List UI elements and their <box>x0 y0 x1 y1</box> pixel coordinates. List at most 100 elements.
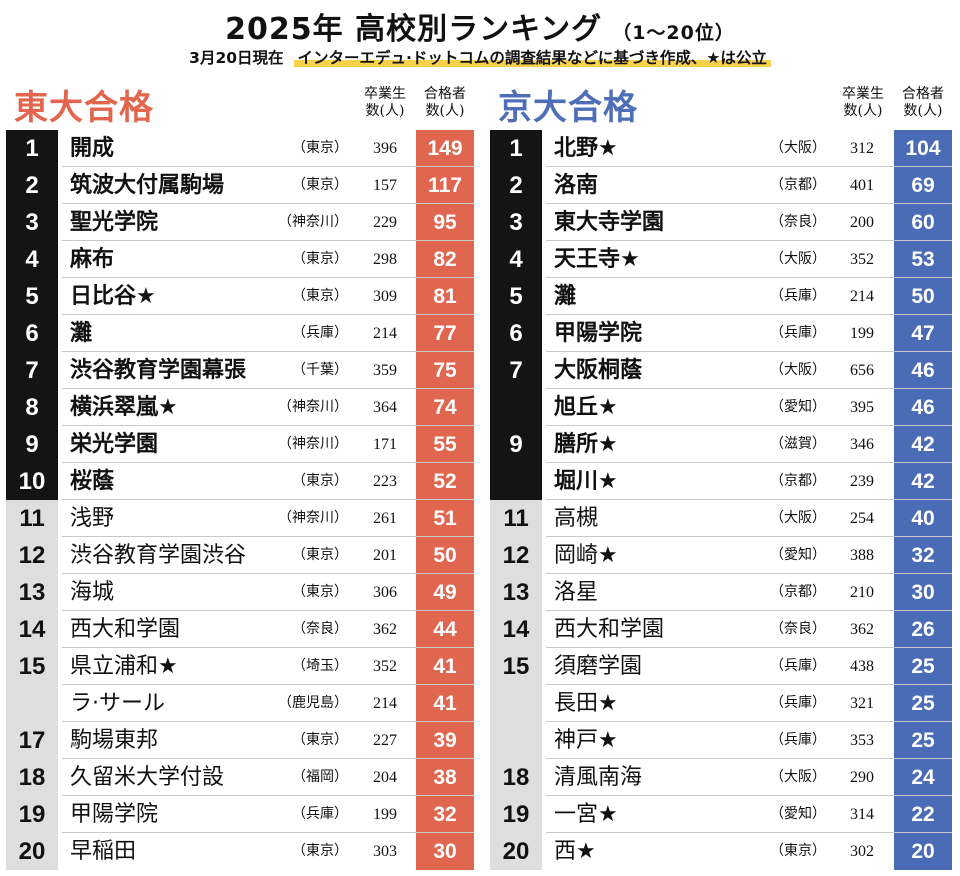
graduates-count: 352 <box>373 658 397 675</box>
prefecture: （鹿児島） <box>278 695 348 711</box>
school-name: 堀川★ <box>554 469 618 494</box>
passers-count: 32 <box>416 796 474 833</box>
rank-cell: 4 <box>6 241 58 278</box>
rank-cell: 19 <box>6 796 58 833</box>
table-row: 4 麻布 （東京） 298 82 <box>6 241 474 278</box>
table-row: 13 洛星 （京都） 210 30 <box>490 574 952 611</box>
passers-column-header: 合格者 数(人) <box>902 86 944 119</box>
graduates-count: 254 <box>850 510 874 527</box>
rank-cell: 13 <box>6 574 58 611</box>
page-title: 2025年 高校別ランキング （1～20位） <box>0 4 960 48</box>
table-row: 長田★ （兵庫） 321 25 <box>490 685 952 722</box>
prefecture: （東京） <box>292 584 348 600</box>
passers-count: 50 <box>894 278 952 315</box>
passers-count: 117 <box>416 167 474 204</box>
school-name: 灘 <box>554 284 577 309</box>
passers-count: 69 <box>894 167 952 204</box>
passers-count: 51 <box>416 500 474 537</box>
todai-rows: 1 開成 （東京） 396 149 2 筑波大付属駒場 （東京） 157 117 3 聖光学院 （神奈川… <box>6 130 474 870</box>
table-row: 20 早稲田 （東京） 303 30 <box>6 833 474 870</box>
prefecture: （大阪） <box>770 510 826 526</box>
passers-count: 95 <box>416 204 474 241</box>
passers-count: 39 <box>416 722 474 759</box>
school-name: 一宮★ <box>554 802 618 827</box>
table-row: 14 西大和学園 （奈良） 362 26 <box>490 611 952 648</box>
table-row: 10 桜蔭 （東京） 223 52 <box>6 463 474 500</box>
rank-cell: 14 <box>490 611 542 648</box>
school-name: 北野★ <box>554 136 618 161</box>
table-row: 神戸★ （兵庫） 353 25 <box>490 722 952 759</box>
rank-cell: 4 <box>490 241 542 278</box>
table-row: 7 大阪桐蔭 （大阪） 656 46 <box>490 352 952 389</box>
table-row: 1 北野★ （大阪） 312 104 <box>490 130 952 167</box>
rank-cell: 11 <box>6 500 58 537</box>
kyodai-table-header: 京大合格 卒業生 数(人) 合格者 数(人) <box>490 80 952 130</box>
kyodai-heading: 京大合格 <box>498 88 638 128</box>
passers-count: 104 <box>894 130 952 167</box>
passers-count: 46 <box>894 389 952 426</box>
rank-cell: 6 <box>490 315 542 352</box>
prefecture: （東京） <box>292 547 348 563</box>
prefecture: （東京） <box>292 140 348 156</box>
passers-count: 38 <box>416 759 474 796</box>
passers-count: 42 <box>894 426 952 463</box>
prefecture: （京都） <box>770 177 826 193</box>
prefecture: （兵庫） <box>292 806 348 822</box>
table-row: 18 久留米大学付設 （福岡） 204 38 <box>6 759 474 796</box>
graduates-column-header: 卒業生 数(人) <box>842 86 884 119</box>
passers-count: 22 <box>894 796 952 833</box>
prefecture: （東京） <box>292 473 348 489</box>
prefecture: （神奈川） <box>278 510 348 526</box>
table-row: 6 甲陽学院 （兵庫） 199 47 <box>490 315 952 352</box>
graduates-count: 201 <box>373 547 397 564</box>
passers-count: 44 <box>416 611 474 648</box>
prefecture: （東京） <box>292 288 348 304</box>
table-row: 8 横浜翠嵐★ （神奈川） 364 74 <box>6 389 474 426</box>
rank-cell: 10 <box>6 463 58 500</box>
passers-count: 41 <box>416 648 474 685</box>
todai-heading: 東大合格 <box>14 88 154 128</box>
passers-count: 77 <box>416 315 474 352</box>
rank-cell <box>490 389 542 426</box>
table-row: 12 渋谷教育学園渋谷 （東京） 201 50 <box>6 537 474 574</box>
prefecture: （兵庫） <box>770 325 826 341</box>
graduates-count: 157 <box>373 177 397 194</box>
passers-count: 41 <box>416 685 474 722</box>
graduates-count: 438 <box>850 658 874 675</box>
prefecture: （愛知） <box>770 399 826 415</box>
rank-cell: 6 <box>6 315 58 352</box>
title-text: 2025年 高校別ランキング <box>225 12 603 47</box>
passers-count: 32 <box>894 537 952 574</box>
graduates-count: 314 <box>850 806 874 823</box>
prefecture: （愛知） <box>770 547 826 563</box>
table-row: 18 清風南海 （大阪） 290 24 <box>490 759 952 796</box>
graduates-count: 214 <box>850 288 874 305</box>
rank-cell: 14 <box>6 611 58 648</box>
table-row: 2 筑波大付属駒場 （東京） 157 117 <box>6 167 474 204</box>
school-name: 須磨学園 <box>554 654 643 679</box>
passers-count: 42 <box>894 463 952 500</box>
rank-cell: 9 <box>6 426 58 463</box>
rank-cell: 1 <box>490 130 542 167</box>
rank-cell: 15 <box>490 648 542 685</box>
rank-cell: 8 <box>6 389 58 426</box>
prefecture: （愛知） <box>770 806 826 822</box>
graduates-count: 388 <box>850 547 874 564</box>
school-name: 天王寺★ <box>554 247 640 272</box>
passers-count: 82 <box>416 241 474 278</box>
rank-cell: 7 <box>490 352 542 389</box>
prefecture: （東京） <box>292 251 348 267</box>
school-name: 西大和学園 <box>554 617 665 642</box>
rank-cell: 15 <box>6 648 58 685</box>
prefecture: （東京） <box>292 732 348 748</box>
graduates-count: 302 <box>850 843 874 860</box>
rank-cell: 13 <box>490 574 542 611</box>
rank-cell: 5 <box>6 278 58 315</box>
table-row: 15 県立浦和★ （埼玉） 352 41 <box>6 648 474 685</box>
prefecture: （京都） <box>770 473 826 489</box>
rank-cell: 3 <box>6 204 58 241</box>
graduates-count: 214 <box>373 325 397 342</box>
school-name: 甲陽学院 <box>554 321 643 346</box>
title-range: （1～20位） <box>612 22 735 44</box>
table-row: 1 開成 （東京） 396 149 <box>6 130 474 167</box>
